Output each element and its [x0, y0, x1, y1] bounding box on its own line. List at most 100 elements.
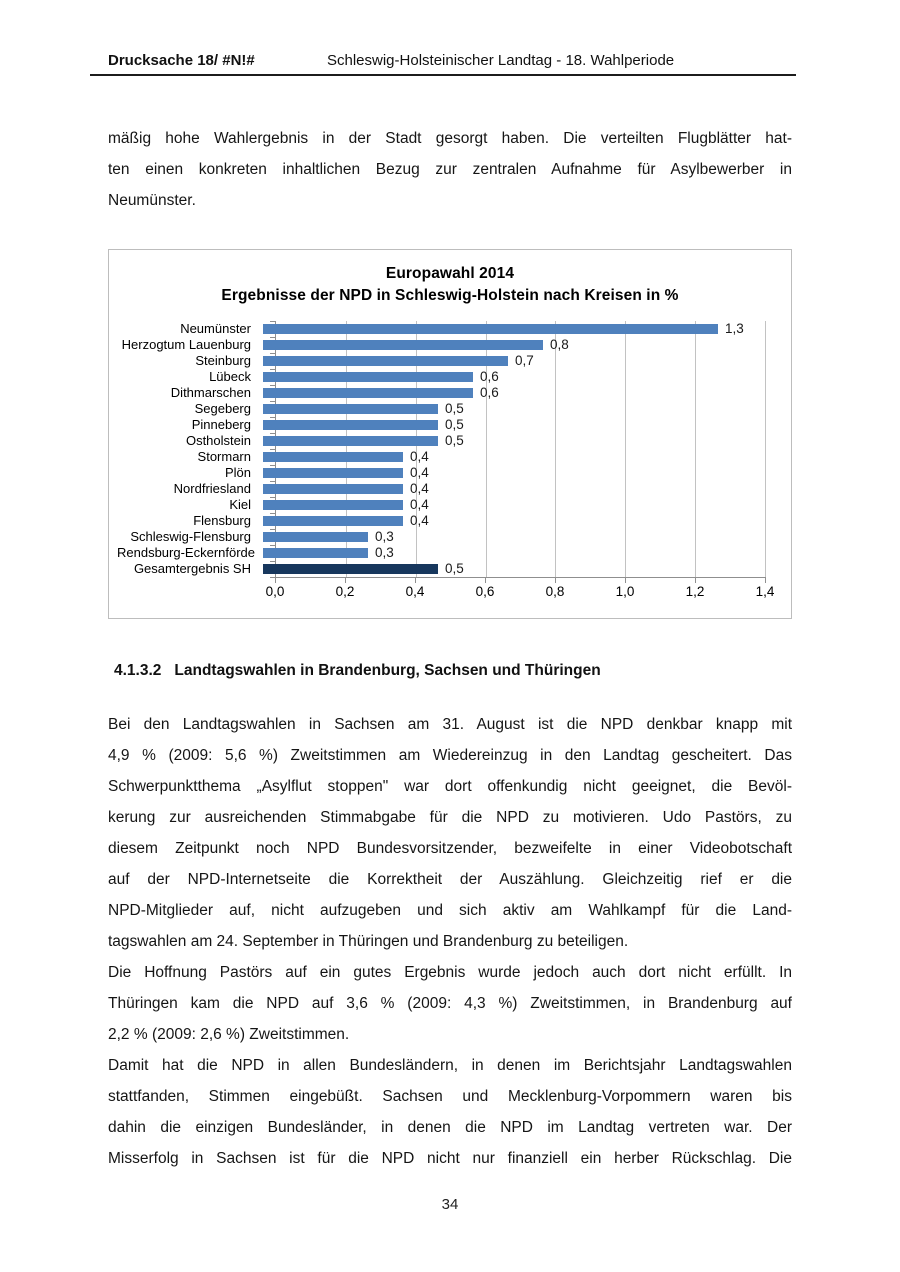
- chart-bar: [263, 516, 403, 526]
- x-tick-label: 0,0: [265, 584, 285, 599]
- chart-rows: Neumünster 1,3 Herzogtum Lauenburg 0,8 Stein…: [117, 321, 783, 577]
- chart-bar: [263, 564, 438, 574]
- chart-bar: [263, 340, 543, 350]
- section-title: Landtagswahlen in Brandenburg, Sachsen u…: [174, 662, 601, 679]
- chart-bar-cell: 0,4: [263, 465, 783, 481]
- chart-row: Flensburg 0,4: [117, 513, 783, 529]
- chart-row: Lübeck 0,6: [117, 369, 783, 385]
- gridline: [485, 321, 487, 577]
- header-title: Schleswig-Holsteinischer Landtag - 18. W…: [327, 52, 675, 69]
- chart-row: Dithmarschen 0,6: [117, 385, 783, 401]
- chart-bar: [263, 468, 403, 478]
- chart-category-label: Ostholstein: [185, 433, 251, 448]
- paragraph-line: Die Hoffnung Pastörs auf ein gutes Ergeb…: [108, 964, 792, 981]
- chart-plot-area: Neumünster 1,3 Herzogtum Lauenburg 0,8 Stein…: [117, 321, 783, 578]
- chart-category-label: Plön: [224, 465, 251, 480]
- paragraph-line: mäßig hohe Wahlergebnis in der Stadt ges…: [108, 130, 792, 147]
- chart-bar-cell: 0,8: [263, 337, 783, 353]
- chart-bar: [263, 436, 438, 446]
- chart-bar: [263, 484, 403, 494]
- chart-category-label: Herzogtum Lauenburg: [121, 337, 251, 352]
- chart-value-label: 0,5: [445, 433, 464, 448]
- chart-category-label: Kiel: [229, 497, 251, 512]
- chart-category-label: Dithmarschen: [170, 385, 251, 400]
- body-text: Bei den Landtagswahlen in Sachsen am 31.…: [108, 709, 792, 1174]
- chart-bar: [263, 420, 438, 430]
- chart-value-label: 0,8: [550, 337, 569, 352]
- chart-title: Europawahl 2014: [385, 265, 515, 282]
- gridline: [345, 321, 347, 577]
- chart-value-label: 0,5: [445, 417, 464, 432]
- chart-bar-cell: 0,3: [263, 529, 783, 545]
- paragraph-line: diesem Zeitpunkt noch NPD Bundesvorsitze…: [108, 840, 792, 857]
- paragraph-line: 2,2 % (2009: 2,6 %) Zweitstimmen.: [108, 1026, 350, 1043]
- gridline: [555, 321, 557, 577]
- chart-bar: [263, 452, 403, 462]
- chart-bar-cell: 0,4: [263, 481, 783, 497]
- chart-category-label: Pinneberg: [191, 417, 251, 432]
- chart-row: Neumünster 1,3: [117, 321, 783, 337]
- chart-bar-cell: 0,4: [263, 449, 783, 465]
- chart-row: Kiel 0,4: [117, 497, 783, 513]
- chart-value-label: 0,4: [410, 497, 429, 512]
- chart-bar-cell: 0,4: [263, 513, 783, 529]
- chart-value-label: 0,6: [480, 369, 499, 384]
- chart-value-label: 0,3: [375, 529, 394, 544]
- paragraph-line: Thüringen kam die NPD auf 3,6 % (2009: 4…: [108, 995, 792, 1012]
- chart-bar-cell: 0,7: [263, 353, 783, 369]
- chart-row: Stormarn 0,4: [117, 449, 783, 465]
- paragraph-line: Schwerpunktthema „Asylflut stoppen" war …: [108, 778, 792, 795]
- gridline: [695, 321, 697, 577]
- chart-bar: [263, 532, 368, 542]
- chart-bar-cell: 0,5: [263, 433, 783, 449]
- chart-category-label: Steinburg: [195, 353, 251, 368]
- chart-category-label: Lübeck: [209, 369, 251, 384]
- chart-bar-cell: 0,6: [263, 385, 783, 401]
- page-header: Drucksache 18/ #N!# Schleswig-Holsteinis…: [108, 51, 792, 70]
- x-tick-label: 0,6: [475, 584, 495, 599]
- chart-category-label: Stormarn: [197, 449, 251, 464]
- chart-category-label: Rendsburg-Eckernförde: [117, 545, 256, 560]
- chart-bar: [263, 404, 438, 414]
- chart-row: Nordfriesland 0,4: [117, 481, 783, 497]
- chart-bar-cell: 0,6: [263, 369, 783, 385]
- chart-row: Plön 0,4: [117, 465, 783, 481]
- chart-row: Rendsburg-Eckernförde 0,3: [117, 545, 783, 561]
- paragraph-line: ten einen konkreten inhaltlichen Bezug z…: [108, 161, 792, 178]
- paragraph-line: Damit hat die NPD in allen Bundesländern…: [108, 1057, 792, 1074]
- chart-bar-cell: 0,4: [263, 497, 783, 513]
- paragraph-line: Neumünster.: [108, 192, 196, 209]
- x-tick-label: 1,4: [755, 584, 775, 599]
- chart-value-label: 0,4: [410, 513, 429, 528]
- section-number: 4.1.3.2: [114, 662, 162, 679]
- chart-category-label: Schleswig-Flensburg: [130, 529, 251, 544]
- chart-x-axis: [275, 577, 766, 583]
- paragraph-line: stattfanden, Stimmen eingebüßt. Sachsen …: [108, 1088, 792, 1105]
- paragraph-line: Bei den Landtagswahlen in Sachsen am 31.…: [108, 716, 792, 733]
- intro-paragraph: mäßig hohe Wahlergebnis in der Stadt ges…: [108, 123, 792, 216]
- chart-bar-cell: 0,5: [263, 417, 783, 433]
- chart-bar-cell: 1,3: [263, 321, 783, 337]
- gridline: [765, 321, 766, 577]
- chart-value-label: 0,4: [410, 449, 429, 464]
- chart-value-label: 0,3: [375, 545, 394, 560]
- chart-bar: [263, 500, 403, 510]
- chart-row: Herzogtum Lauenburg 0,8: [117, 337, 783, 353]
- gridline: [625, 321, 627, 577]
- section-heading: 4.1.3.2 Landtagswahlen in Brandenburg, Sa…: [108, 662, 792, 680]
- x-tick-label: 1,2: [685, 584, 705, 599]
- gridline: [415, 321, 417, 577]
- x-tick-label: 0,2: [335, 584, 355, 599]
- paragraph-line: kerung zur ausreichenden Stimmabgabe für…: [108, 809, 792, 826]
- chart-bar-cell: 0,5: [263, 561, 783, 577]
- chart-row: Pinneberg 0,5: [117, 417, 783, 433]
- chart-value-label: 1,3: [725, 321, 744, 336]
- page-number: 34: [441, 1196, 459, 1213]
- chart-bar: [263, 372, 473, 382]
- chart-row: Gesamtergebnis SH 0,5: [117, 561, 783, 577]
- chart: Europawahl 2014 Ergebnisse der NPD in Sc…: [108, 249, 792, 619]
- page-content: Drucksache 18/ #N!# Schleswig-Holsteinis…: [90, 0, 796, 1174]
- paragraph-line: auf der NPD-Internetseite die Korrekthei…: [108, 871, 792, 888]
- chart-category-label: Gesamtergebnis SH: [133, 561, 251, 576]
- chart-bar: [263, 548, 368, 558]
